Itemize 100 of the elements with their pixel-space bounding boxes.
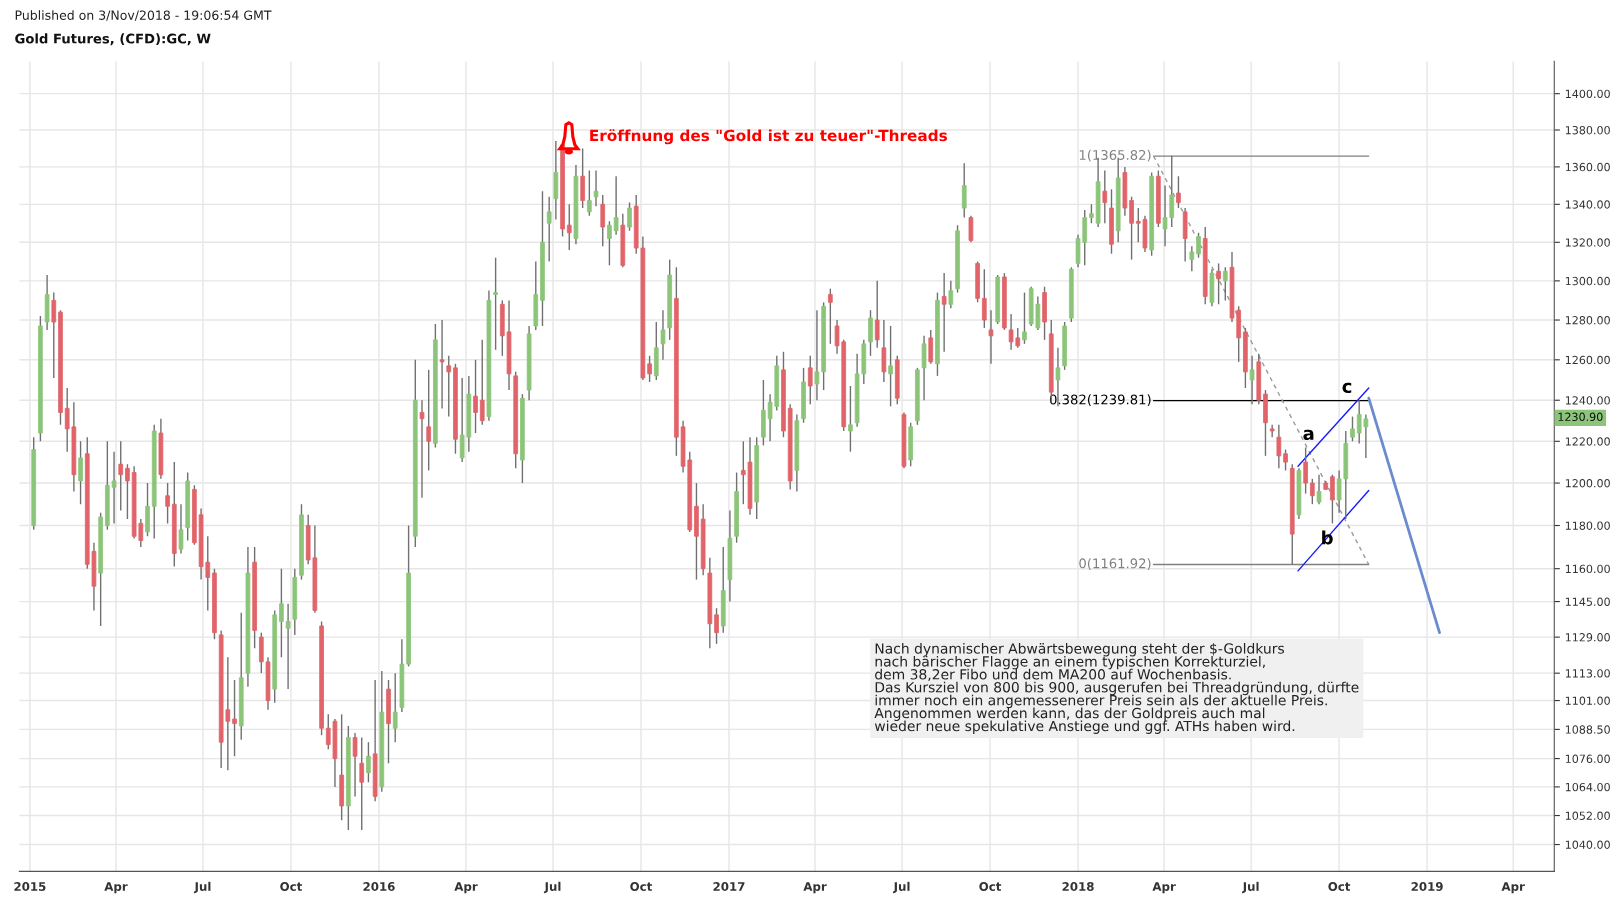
candlestick	[1283, 448, 1288, 472]
x-tick-label: Jul	[193, 881, 211, 894]
candlestick	[928, 329, 934, 365]
x-tick-label: 2017	[713, 882, 745, 891]
candlestick	[1350, 415, 1355, 443]
y-tick-label: 1076.00	[1565, 754, 1610, 763]
candlestick	[968, 214, 974, 244]
candlestick	[647, 355, 652, 383]
candlestick	[874, 280, 880, 349]
annotation: c	[1342, 382, 1352, 394]
candlestick	[232, 679, 237, 757]
y-tick-label: 1180.00	[1565, 521, 1610, 530]
y-tick-label: 1360.00	[1565, 162, 1610, 172]
candlestick	[566, 203, 572, 251]
candlestick	[1102, 169, 1108, 224]
candlestick	[352, 732, 358, 798]
y-tick-label: 1101.00	[1565, 696, 1610, 705]
candlestick	[1216, 262, 1221, 305]
candlestick	[1129, 196, 1134, 261]
y-tick-label: 1220.00	[1565, 437, 1610, 446]
chart-subtitle: Published on 3/Nov/2018 - 19:06:54 GMT	[15, 10, 272, 21]
candlestick	[439, 319, 445, 410]
x-tick-label: Oct	[979, 882, 1002, 891]
candlestick	[1310, 478, 1315, 505]
candlestick	[1089, 203, 1094, 224]
candlestick	[848, 385, 853, 453]
candlestick	[51, 291, 57, 379]
y-tick-label: 1129.00	[1565, 633, 1610, 642]
candlestick	[366, 741, 371, 783]
y-tick-label: 1113.00	[1565, 669, 1610, 678]
y-tick-label: 1040.00	[1565, 840, 1610, 849]
x-tick-label: Apr	[803, 882, 827, 894]
candlestick	[868, 309, 873, 357]
annotation: Nach dynamischer Abwärtsbewegung steht der $-Goldkurs nach bärischer Flagge an einem typischen Korrekturziel, dem 38,2er Fibo und dem MA200 auf Wochenbasis. Das Kursziel von 800 bis 900, ausgerufen bei Threadgründung, dürfte immer noch ein angemessenerer Preis sein als der aktuelle Preis. Angenommen werden kann, das der Goldpreis auch mal wieder neue spekulative Anstiege und ggf. ATHs haben wird.	[874, 642, 1359, 734]
candlestick	[660, 309, 666, 361]
candlestick	[941, 272, 947, 353]
candlestick	[1303, 446, 1308, 495]
y-tick-label: 1280.00	[1565, 316, 1610, 325]
candlestick	[607, 220, 612, 267]
x-tick-label: Jul	[543, 881, 561, 894]
candlestick	[446, 355, 452, 418]
series-label: 0(1161.92)	[1079, 558, 1151, 570]
candlestick	[165, 482, 170, 525]
candlestick	[285, 603, 291, 690]
x-tick-label: Apr	[104, 882, 128, 894]
candlestick	[118, 440, 124, 512]
annotation: a	[1303, 429, 1314, 441]
x-tick-label: Oct	[1328, 882, 1351, 891]
y-tick-label: 1240.00	[1565, 396, 1610, 405]
text: 1230.90	[1558, 412, 1603, 422]
series-label: 0.382(1239.81)	[1049, 394, 1151, 406]
x-tick-label: 2015	[14, 882, 46, 891]
candlestick	[587, 169, 592, 217]
y-tick-label: 1380.00	[1565, 126, 1610, 135]
candlestick	[600, 194, 606, 247]
candlestick	[888, 325, 893, 408]
y-tick-label: 1260.00	[1565, 355, 1610, 365]
candlestick	[426, 369, 432, 472]
candlestick	[546, 196, 552, 263]
candlestick	[1176, 175, 1181, 209]
annotation: Eröffnung des "Gold ist zu teuer"-Threads	[590, 129, 947, 145]
candlestick	[1276, 424, 1282, 470]
candlestick	[714, 607, 719, 645]
candlestick	[948, 280, 954, 309]
candlestick	[479, 339, 485, 426]
candlestick	[178, 503, 184, 555]
y-tick-label: 1400.00	[1565, 89, 1610, 99]
candlestick	[359, 736, 365, 831]
candlestick	[493, 256, 498, 351]
y-tick-label: 1160.00	[1565, 564, 1610, 574]
x-tick-label: Oct	[630, 882, 653, 891]
candlestick	[807, 355, 813, 406]
candlestick	[392, 672, 398, 743]
y-tick-label: 1064.00	[1565, 782, 1610, 792]
chart-title: Gold Futures, (CFD):GC, W	[15, 33, 211, 46]
candlestick	[1189, 245, 1195, 272]
x-tick-label: Apr	[1152, 882, 1176, 894]
candlestick	[988, 309, 994, 365]
series-label: 1(1365.82)	[1079, 149, 1151, 162]
x-tick-label: Oct	[280, 882, 303, 891]
candlestick	[1269, 424, 1275, 438]
candlestick	[828, 287, 833, 345]
x-tick-label: Apr	[1501, 882, 1525, 894]
x-tick-label: Jul	[1242, 881, 1259, 894]
x-tick-label: Jul	[892, 881, 910, 894]
candlestick	[78, 440, 83, 505]
candlestick	[1330, 473, 1335, 525]
candlestick	[279, 568, 284, 659]
candlestick	[1316, 473, 1322, 505]
x-tick-label: 2019	[1411, 882, 1443, 891]
candlestick	[593, 169, 599, 207]
y-tick-label: 1200.00	[1565, 479, 1610, 488]
candlestick	[1022, 291, 1027, 345]
y-tick-label: 1300.00	[1565, 276, 1610, 286]
candlestick	[419, 399, 425, 499]
y-tick-label: 1145.00	[1565, 597, 1610, 606]
candlestick	[1249, 355, 1255, 406]
y-tick-label: 1340.00	[1565, 200, 1610, 209]
candlestick	[613, 175, 619, 236]
x-tick-label: 2018	[1062, 882, 1094, 891]
